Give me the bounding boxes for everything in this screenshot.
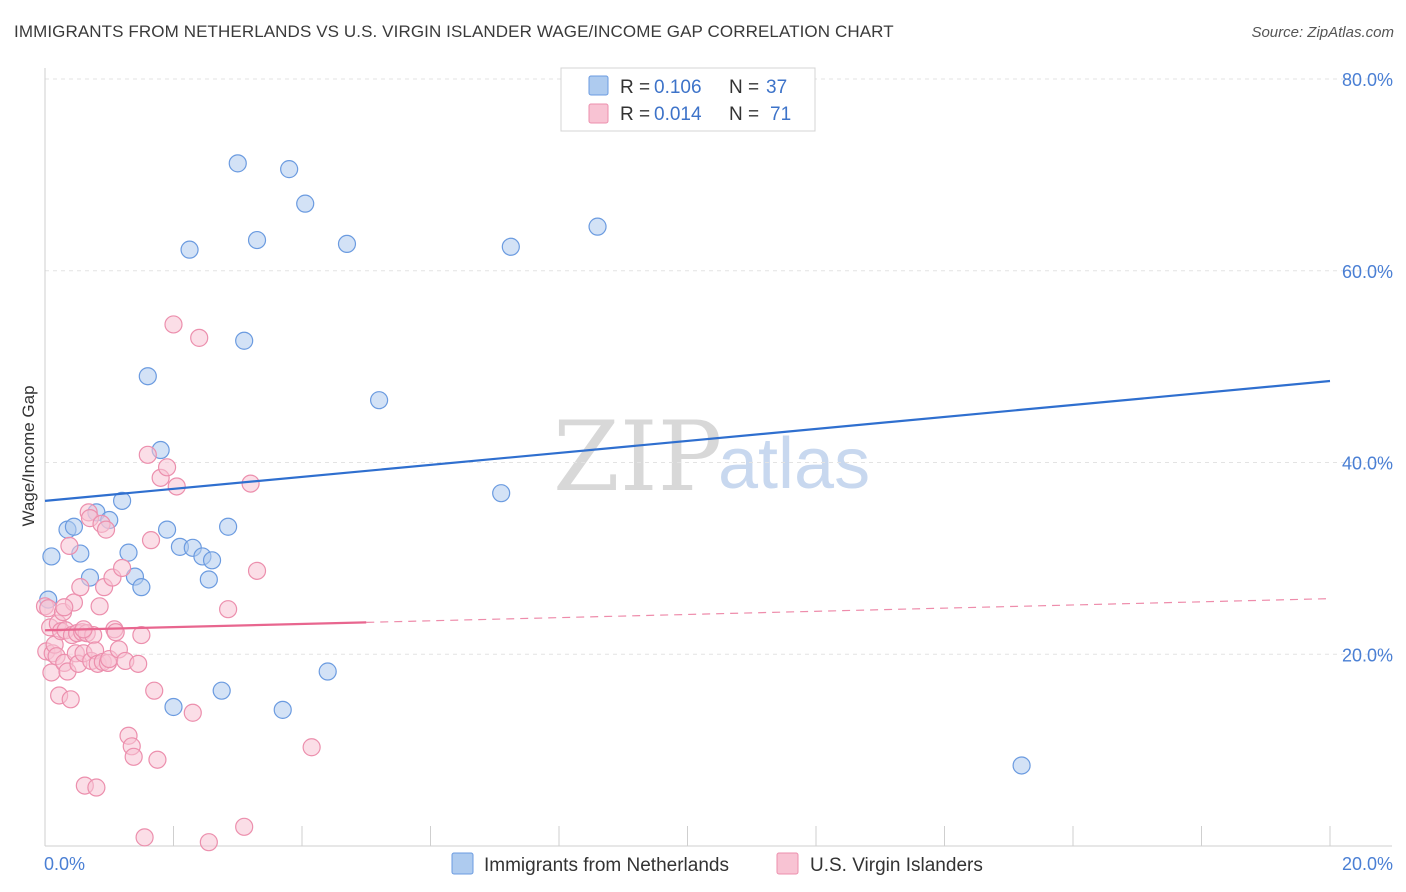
x-tick-label-right: 20.0% xyxy=(1342,854,1393,874)
virgin-islander-point xyxy=(219,600,238,619)
x-tick-label-left: 0.0% xyxy=(44,854,85,874)
virgin-islander-point xyxy=(87,778,106,797)
netherlands-point xyxy=(228,154,247,173)
virgin-islander-point xyxy=(135,828,154,847)
virgin-islander-point xyxy=(96,520,116,539)
netherlands-point xyxy=(199,570,218,589)
legend-swatch-pink xyxy=(588,103,609,124)
virgin-islander-point xyxy=(148,750,167,769)
bottom-legend: Immigrants from Netherlands U.S. Virgin … xyxy=(451,852,983,876)
y-tick-label: 20.0% xyxy=(1342,645,1393,665)
legend-n-value-2: 71 xyxy=(770,104,791,125)
y-tick-label: 40.0% xyxy=(1342,454,1393,474)
netherlands-point xyxy=(132,578,151,597)
y-tick-label: 80.0% xyxy=(1342,70,1393,90)
virgin-islander-point xyxy=(60,536,79,556)
legend-r-value-2: 0.014 xyxy=(654,104,702,125)
netherlands-point xyxy=(42,547,61,566)
netherlands-point xyxy=(219,517,238,536)
virgin-islander-point xyxy=(183,703,202,722)
chart-source: Source: ZipAtlas.com xyxy=(1251,24,1394,41)
virgin-islander-point xyxy=(129,654,148,673)
netherlands-point xyxy=(318,662,337,681)
netherlands-point xyxy=(296,194,315,213)
legend-r-value-1: 0.106 xyxy=(654,77,702,98)
virgin-islander-point xyxy=(302,738,321,757)
virgin-islander-point xyxy=(190,328,209,347)
virgin-islander-point xyxy=(138,445,157,464)
virgin-islander-point xyxy=(61,690,80,709)
virgin-islander-point xyxy=(157,458,177,477)
netherlands-point xyxy=(273,700,292,719)
netherlands-point xyxy=(235,331,254,350)
trend-layer xyxy=(44,379,1331,632)
trend-line-pink-dashed xyxy=(366,598,1331,623)
netherlands-point xyxy=(157,520,177,539)
netherlands-point xyxy=(180,240,199,259)
virgin-islander-point xyxy=(132,625,151,645)
y-tick-label: 60.0% xyxy=(1342,262,1393,282)
trend-line-pink-solid xyxy=(44,621,367,632)
netherlands-point xyxy=(588,217,607,236)
virgin-islander-point xyxy=(235,817,254,836)
virgin-islander-point xyxy=(167,477,186,496)
netherlands-point xyxy=(212,681,231,700)
netherlands-point xyxy=(1012,756,1031,775)
netherlands-point xyxy=(112,491,132,510)
virgin-islander-point xyxy=(199,833,218,852)
bottom-legend-swatch-blue xyxy=(451,852,474,875)
virgin-islander-point xyxy=(164,315,183,334)
axis-layer: 20.0% 40.0% 60.0% 80.0% xyxy=(44,68,1393,847)
netherlands-point xyxy=(280,160,299,179)
virgin-islander-point xyxy=(241,474,260,493)
bottom-legend-swatch-pink xyxy=(776,852,799,875)
legend: R = 0.106 N = 37 R = 0.014 N = 71 xyxy=(560,67,816,132)
legend-n-label-2: N = xyxy=(729,104,759,125)
virgin-islander-point xyxy=(55,598,74,617)
virgin-islander-point xyxy=(71,578,90,597)
netherlands-point xyxy=(164,697,183,717)
trend-line-blue xyxy=(44,379,1331,502)
legend-n-label-1: N = xyxy=(729,77,759,98)
virgin-islander-point xyxy=(112,558,132,578)
legend-swatch-blue xyxy=(588,75,609,96)
virgin-islander-point xyxy=(106,623,125,642)
netherlands-point xyxy=(501,237,520,256)
netherlands-point xyxy=(64,517,84,536)
y-axis-label: Wage/Income Gap xyxy=(19,385,38,526)
legend-r-label-2: R = xyxy=(620,104,650,125)
legend-n-value-1: 37 xyxy=(766,77,787,98)
netherlands-point xyxy=(119,543,138,562)
watermark-zip: ZIP xyxy=(553,401,722,513)
netherlands-point xyxy=(492,484,511,503)
netherlands-point xyxy=(247,230,267,250)
legend-r-label-1: R = xyxy=(620,77,650,98)
bottom-legend-label-virgin-islanders: U.S. Virgin Islanders xyxy=(810,855,983,876)
points-layer xyxy=(35,154,1031,852)
grid-layer xyxy=(45,78,1392,655)
virgin-islander-point xyxy=(141,531,161,550)
netherlands-point xyxy=(337,234,357,254)
netherlands-point xyxy=(202,551,222,570)
virgin-islander-point xyxy=(247,561,267,580)
bottom-legend-label-netherlands: Immigrants from Netherlands xyxy=(484,855,729,876)
netherlands-point xyxy=(138,367,157,386)
virgin-islander-point xyxy=(145,681,164,700)
netherlands-point xyxy=(370,391,389,410)
watermark-atlas: atlas xyxy=(718,424,870,504)
chart-title: IMMIGRANTS FROM NETHERLANDS VS U.S. VIRG… xyxy=(14,22,894,41)
virgin-islander-point xyxy=(124,747,143,766)
virgin-islander-point xyxy=(90,597,109,616)
